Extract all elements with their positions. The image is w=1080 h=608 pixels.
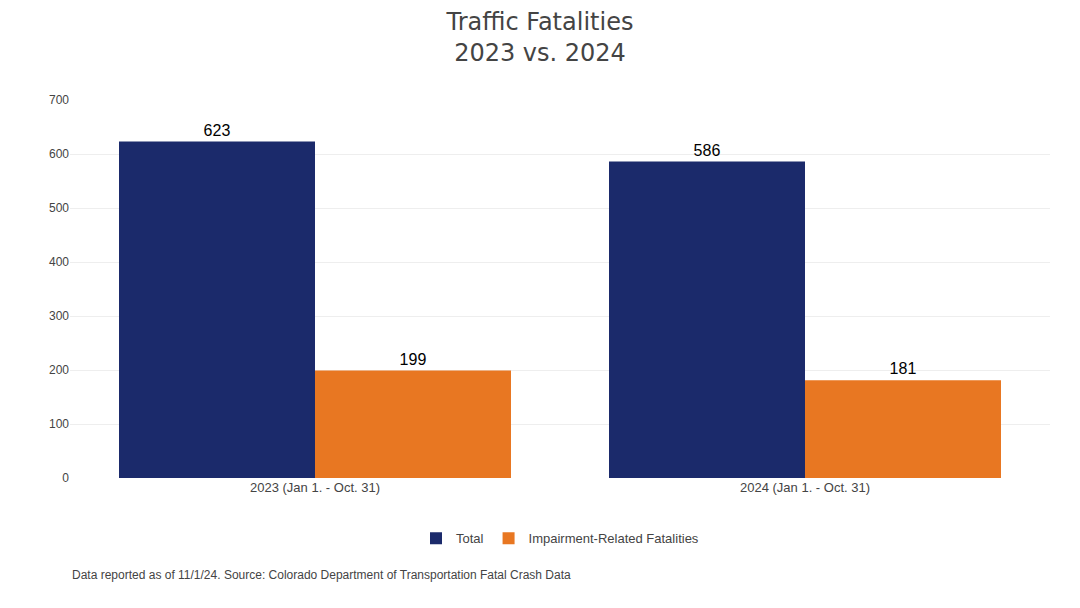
svg-text:300: 300 <box>49 309 69 323</box>
svg-text:2023 (Jan 1. - Oct. 31): 2023 (Jan 1. - Oct. 31) <box>250 480 380 495</box>
svg-text:199: 199 <box>400 351 427 368</box>
svg-text:100: 100 <box>49 417 69 431</box>
svg-text:181: 181 <box>890 360 917 377</box>
svg-text:Impairment-Related Fatalities: Impairment-Related Fatalities <box>529 531 699 546</box>
svg-text:500: 500 <box>49 201 69 215</box>
svg-text:700: 700 <box>49 93 69 107</box>
svg-text:400: 400 <box>49 255 69 269</box>
svg-text:Traffic Fatalities2023 vs. 202: Traffic Fatalities2023 vs. 2024 <box>446 8 634 67</box>
svg-text:Data reported as of 11/1/24. S: Data reported as of 11/1/24. Source: Col… <box>72 568 571 582</box>
svg-text:2024 (Jan 1. - Oct. 31): 2024 (Jan 1. - Oct. 31) <box>740 480 870 495</box>
svg-text:586: 586 <box>694 142 721 159</box>
svg-text:0: 0 <box>62 471 69 485</box>
svg-text:200: 200 <box>49 363 69 377</box>
svg-text:Total: Total <box>456 531 484 546</box>
svg-text:600: 600 <box>49 147 69 161</box>
svg-text:623: 623 <box>204 122 231 139</box>
